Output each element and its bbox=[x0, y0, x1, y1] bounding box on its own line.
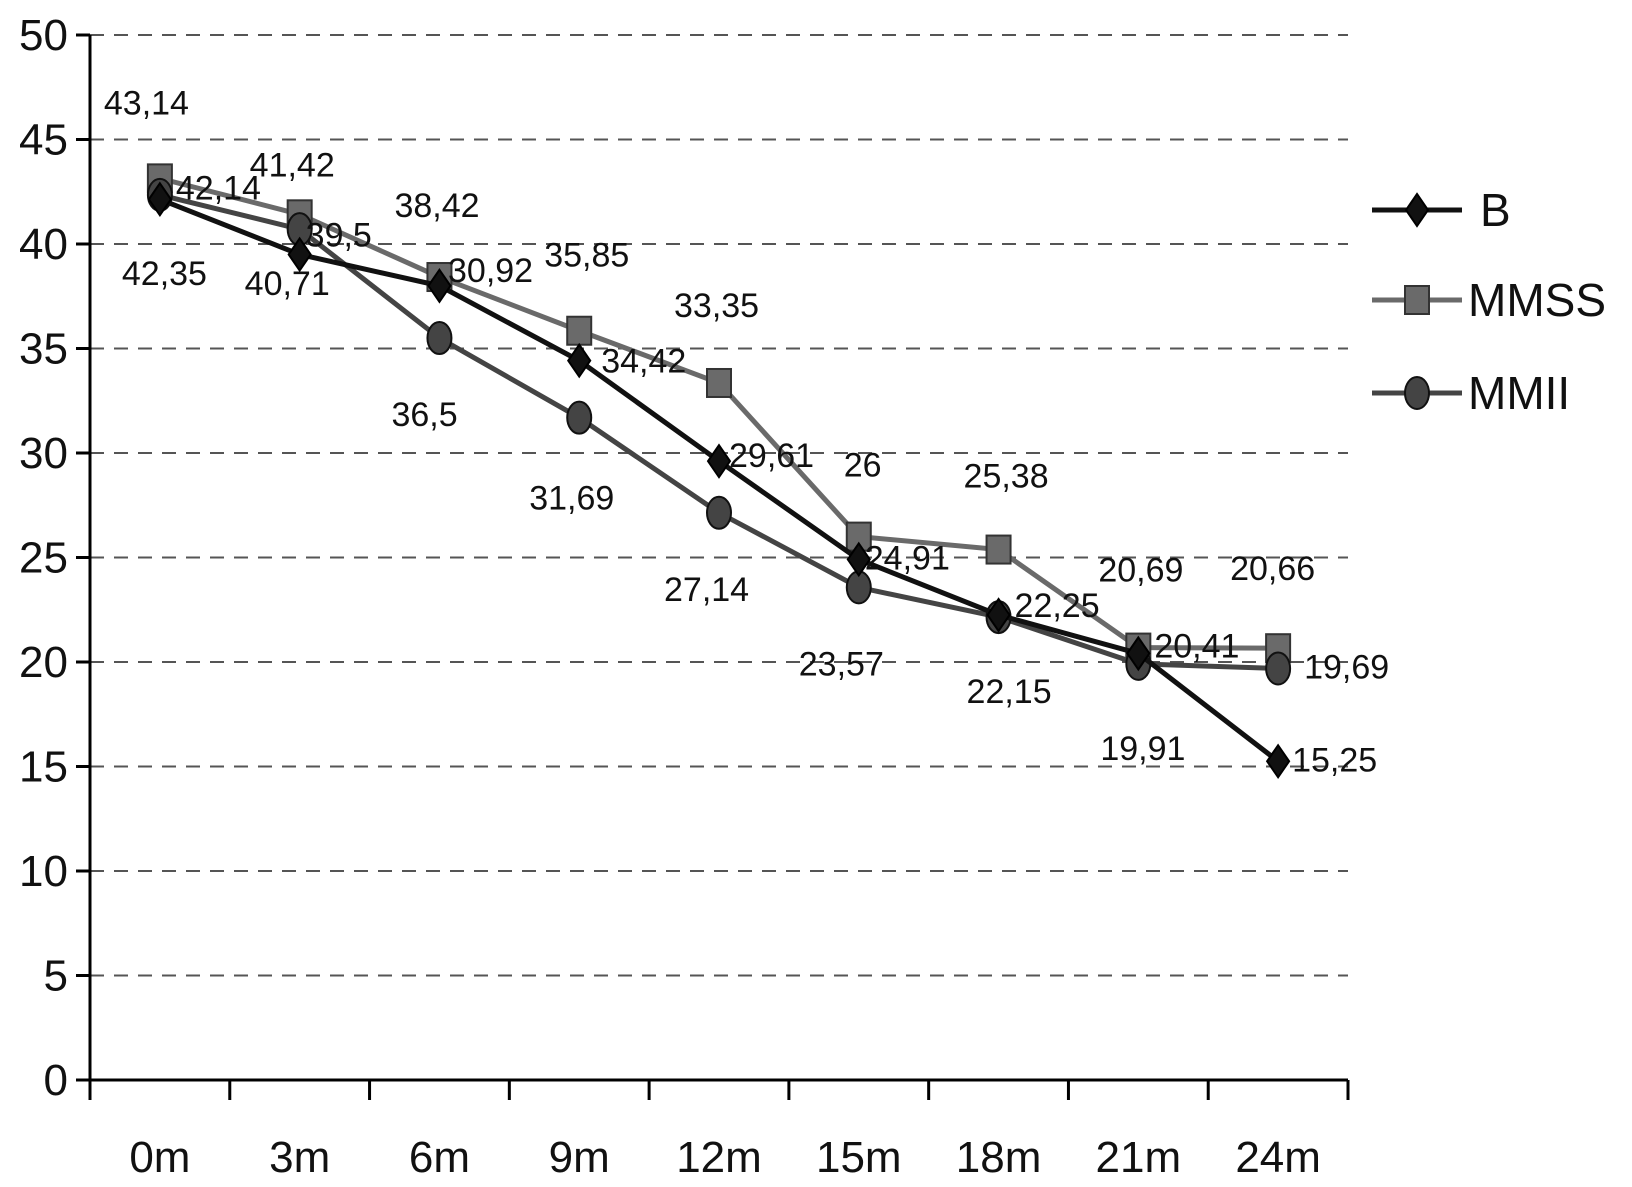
data-label-mmss-6m: 38,42 bbox=[394, 187, 479, 225]
data-label-mmii-6m: 36,5 bbox=[391, 396, 457, 434]
data-label-b-15m: 24,91 bbox=[865, 539, 950, 577]
y-tick-label-30: 30 bbox=[19, 429, 68, 478]
data-label-mmss-3m: 41,42 bbox=[250, 146, 335, 184]
data-label-b-12m: 29,61 bbox=[729, 437, 814, 475]
axes: 0 5 10 15 20 25 30 35 40 45 50 0m 3m 6m 9m 12m 15m 18m 21m… bbox=[19, 11, 1350, 1182]
data-label-b-18m: 22,25 bbox=[1015, 587, 1100, 625]
x-tick-label-6m: 6m bbox=[409, 1133, 470, 1182]
data-label-mmss-9m: 35,85 bbox=[544, 237, 629, 275]
x-tick-label-9m: 9m bbox=[549, 1133, 610, 1182]
point-b-3m bbox=[287, 236, 312, 273]
point-b-21m bbox=[1126, 635, 1151, 672]
data-labels: 42,14 39,5 34,42 29,61 24,91 22,25 20,41 15,25 4… bbox=[104, 84, 1389, 779]
y-tick-label-5: 5 bbox=[44, 952, 68, 1001]
point-mmss-9m bbox=[566, 315, 593, 346]
legend-label-mmss: MMSS bbox=[1468, 274, 1606, 326]
point-mmss-12m bbox=[706, 367, 732, 398]
point-mmii-6m bbox=[426, 321, 453, 356]
y-tick-label-20: 20 bbox=[19, 638, 68, 687]
data-label-mmii-9m: 31,69 bbox=[529, 480, 614, 518]
data-label-mmss-0m: 43,14 bbox=[104, 84, 189, 122]
legend-label-mmii: MMII bbox=[1468, 367, 1570, 419]
x-tick-label-21m: 21m bbox=[1096, 1133, 1182, 1182]
x-tick-label-12m: 12m bbox=[676, 1133, 762, 1182]
data-label-b-3m: 39,5 bbox=[306, 216, 372, 254]
data-label-mmss-21m: 20,69 bbox=[1098, 552, 1183, 590]
data-label-b-21m: 20,41 bbox=[1154, 627, 1239, 665]
point-b-18m bbox=[986, 597, 1011, 633]
x-tick-label-24m: 24m bbox=[1235, 1133, 1321, 1182]
point-mmii-24m bbox=[1265, 651, 1292, 686]
data-label-mmii-15m: 23,57 bbox=[799, 645, 884, 683]
y-tick-label-45: 45 bbox=[19, 116, 68, 165]
series-lines bbox=[146, 163, 1292, 780]
data-label-mmss-18m: 25,38 bbox=[964, 458, 1049, 496]
x-tick-label-18m: 18m bbox=[956, 1133, 1042, 1182]
data-label-mmii-12m: 27,14 bbox=[664, 571, 749, 609]
legend: B MMSS MMII bbox=[1372, 184, 1606, 419]
point-b-0m bbox=[147, 181, 173, 218]
legend-marker-b bbox=[1404, 192, 1430, 228]
data-label-mmss-24m: 20,66 bbox=[1230, 550, 1315, 588]
y-tick-label-15: 15 bbox=[19, 743, 68, 792]
x-tick-label-15m: 15m bbox=[816, 1133, 902, 1182]
point-b-12m bbox=[706, 443, 732, 479]
point-b-6m bbox=[427, 268, 452, 304]
data-label-mmii-0m: 42,35 bbox=[122, 255, 207, 293]
point-b-9m bbox=[567, 342, 592, 379]
y-tick-label-0: 0 bbox=[44, 1056, 68, 1105]
data-label-b-9m: 34,42 bbox=[601, 343, 686, 381]
y-tick-label-40: 40 bbox=[19, 220, 68, 269]
data-label-extra-0: 30,92 bbox=[448, 252, 533, 290]
y-tick-label-25: 25 bbox=[19, 534, 68, 583]
data-label-mmii-24m: 19,69 bbox=[1304, 648, 1389, 686]
y-tick-label-35: 35 bbox=[19, 325, 68, 374]
legend-marker-mmss bbox=[1404, 285, 1430, 315]
point-b-24m bbox=[1265, 743, 1291, 780]
point-mmii-12m bbox=[706, 495, 732, 530]
y-tick-label-50: 50 bbox=[19, 11, 68, 60]
data-label-mmii-18m: 22,15 bbox=[967, 673, 1052, 711]
data-label-mmss-12m: 33,35 bbox=[674, 287, 759, 325]
data-label-mmii-3m: 40,71 bbox=[245, 265, 330, 303]
legend-marker-mmii bbox=[1404, 376, 1430, 410]
point-b-15m bbox=[846, 541, 871, 578]
data-label-b-0m: 42,14 bbox=[176, 169, 261, 207]
legend-label-b: B bbox=[1480, 184, 1511, 236]
point-mmss-18m bbox=[985, 534, 1012, 565]
data-label-mmii-21m: 19,91 bbox=[1100, 730, 1185, 768]
x-tick-label-0m: 0m bbox=[129, 1133, 190, 1182]
x-tick-label-3m: 3m bbox=[269, 1133, 330, 1182]
y-tick-label-10: 10 bbox=[19, 847, 68, 896]
data-label-mmss-15m: 26 bbox=[844, 447, 882, 485]
data-label-b-24m: 15,25 bbox=[1292, 741, 1377, 779]
point-mmii-9m bbox=[566, 400, 593, 435]
